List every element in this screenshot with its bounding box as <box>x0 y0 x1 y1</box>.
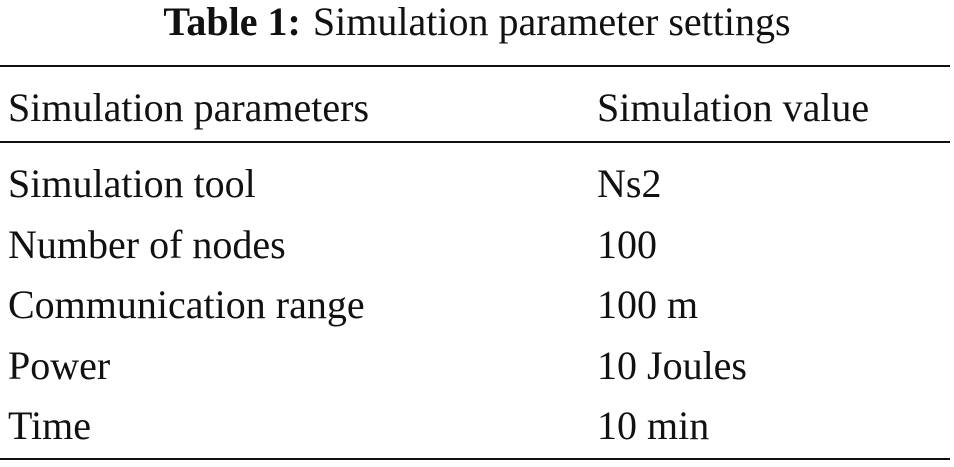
table-cell: 10 min <box>597 403 710 448</box>
bottom-rule <box>0 458 950 460</box>
table-cell: 100 m <box>597 282 699 327</box>
header-cell: Simulation value <box>597 85 870 130</box>
table-cell: Time <box>8 403 92 448</box>
caption-label: Table 1: <box>163 0 301 44</box>
table-cell: 10 Joules <box>597 342 747 388</box>
caption-text: Simulation parameter settings <box>312 0 791 44</box>
table-cell: Simulation tool <box>8 161 256 206</box>
table-cell: Ns2 <box>597 161 662 206</box>
table-cell: 100 <box>597 221 657 267</box>
table-cell: Communication range <box>8 282 365 327</box>
mid-rule <box>0 141 950 143</box>
header-cell: Simulation parameters <box>8 85 370 130</box>
table-cell: Power <box>8 342 111 388</box>
top-rule <box>0 65 950 67</box>
table-cell: Number of nodes <box>8 221 286 267</box>
caption: Table 1: Simulation parameter settings <box>0 2 954 42</box>
